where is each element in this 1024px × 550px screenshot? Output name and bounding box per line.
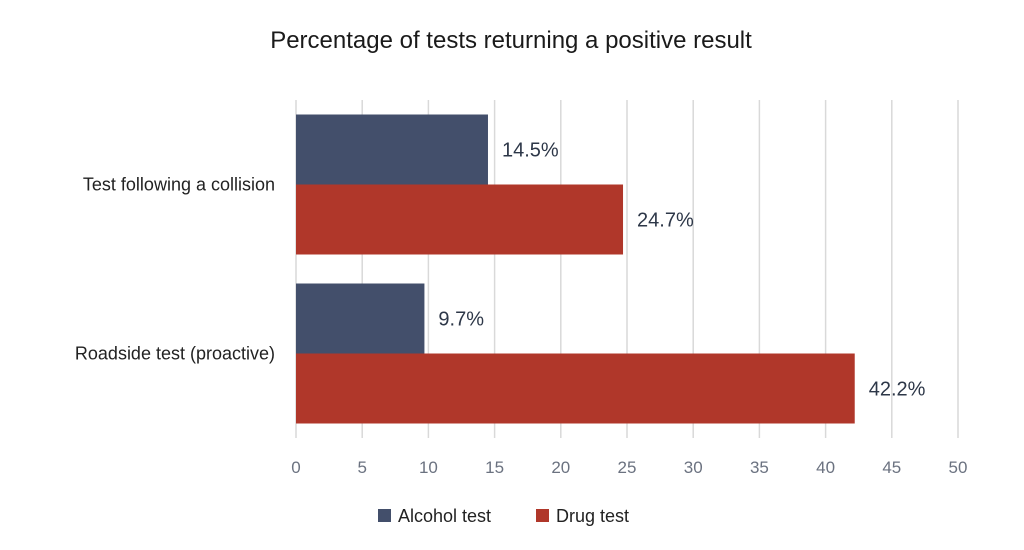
data-label: 9.7% xyxy=(438,309,484,331)
bar-drug-test xyxy=(296,353,855,424)
category-label: Test following a collision xyxy=(83,175,275,195)
x-tick-label: 25 xyxy=(618,458,637,477)
legend-swatch-drug-test xyxy=(536,509,549,522)
x-tick-label: 10 xyxy=(419,458,438,477)
x-tick-label: 50 xyxy=(949,458,968,477)
legend-swatch-alcohol-test xyxy=(378,509,391,522)
x-axis-ticks: 0 5 10 15 20 25 30 35 40 45 50 xyxy=(291,458,967,477)
category-labels: Test following a collision Roadside test … xyxy=(75,175,275,364)
x-tick-label: 20 xyxy=(551,458,570,477)
x-tick-label: 30 xyxy=(684,458,703,477)
bar-alcohol-test xyxy=(296,114,488,185)
x-tick-label: 45 xyxy=(882,458,901,477)
x-tick-label: 35 xyxy=(750,458,769,477)
data-label: 42.2% xyxy=(869,379,926,401)
chart-title: Percentage of tests returning a positive… xyxy=(270,27,752,54)
bar-alcohol-test xyxy=(296,283,425,354)
x-tick-label: 15 xyxy=(485,458,504,477)
data-labels: 14.5% 24.7% 9.7% 42.2% xyxy=(438,140,925,401)
bars xyxy=(296,114,855,424)
legend-label: Drug test xyxy=(556,506,629,526)
data-label: 14.5% xyxy=(502,140,559,162)
bar-drug-test xyxy=(296,184,624,255)
legend: Alcohol test Drug test xyxy=(378,506,629,526)
category-label: Roadside test (proactive) xyxy=(75,344,275,364)
x-tick-label: 5 xyxy=(357,458,366,477)
x-tick-label: 0 xyxy=(291,458,300,477)
legend-label: Alcohol test xyxy=(398,506,491,526)
x-tick-label: 40 xyxy=(816,458,835,477)
data-label: 24.7% xyxy=(637,210,694,232)
